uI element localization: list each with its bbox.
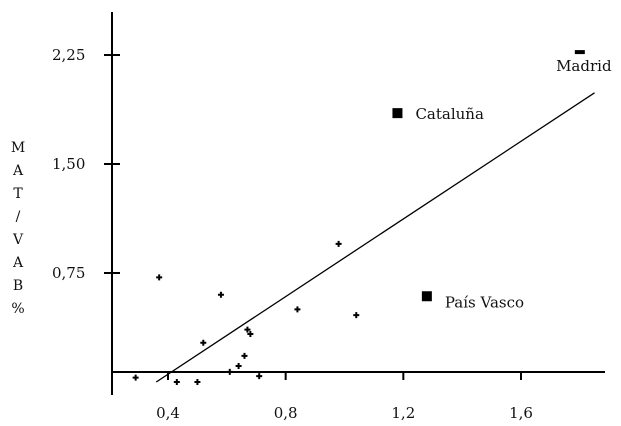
data-point [194,379,201,385]
y-axis-label-letter: B [13,278,23,294]
trendline-group [155,92,595,383]
data-point [217,291,224,298]
data-point [241,352,248,359]
y-axis-label-letter: A [12,163,24,179]
data-point [156,274,163,281]
y-axis-label-letter: M [11,140,25,156]
y-axis-label-letter: / [16,209,21,225]
y-tick-label: 0,75 [52,264,85,282]
y-axis-label-letter: A [12,255,24,271]
y-ticks: 0,75 1,50 2,25 [52,46,120,282]
y-axis-label-letter: T [13,186,23,202]
data-point [294,306,301,313]
point-labels: Cataluña País Vasco Madrid [415,57,612,311]
point-label: Madrid [556,57,612,75]
y-axis-label-letter: % [11,301,24,317]
y-axis-label: MAT/VAB% [11,140,25,317]
x-ticks: 0,4 0,8 1,2 1,6 [156,372,533,422]
data-point [235,363,242,370]
x-tick-label: 0,8 [274,404,298,422]
data-point-square [421,291,432,302]
data-point [256,373,263,380]
y-axis-label-letter: V [12,232,24,248]
data-point [173,379,180,385]
x-tick-label: 1,6 [509,404,533,422]
trendline [155,92,595,383]
y-tick-label: 2,25 [52,46,85,64]
data-point [247,331,254,338]
data-point-madrid [574,50,585,55]
point-label: Cataluña [415,105,484,123]
x-tick-label: 0,4 [156,404,180,422]
data-point [226,368,233,375]
points-group [132,50,585,385]
data-point [335,240,342,247]
axes [111,12,605,395]
data-point [244,326,251,333]
x-tick-label: 1,2 [391,404,415,422]
point-label: País Vasco [445,293,524,311]
data-point [132,374,139,381]
data-point [353,312,360,319]
data-point [200,339,207,346]
y-tick-label: 1,50 [52,155,85,173]
data-point-square [392,108,403,119]
